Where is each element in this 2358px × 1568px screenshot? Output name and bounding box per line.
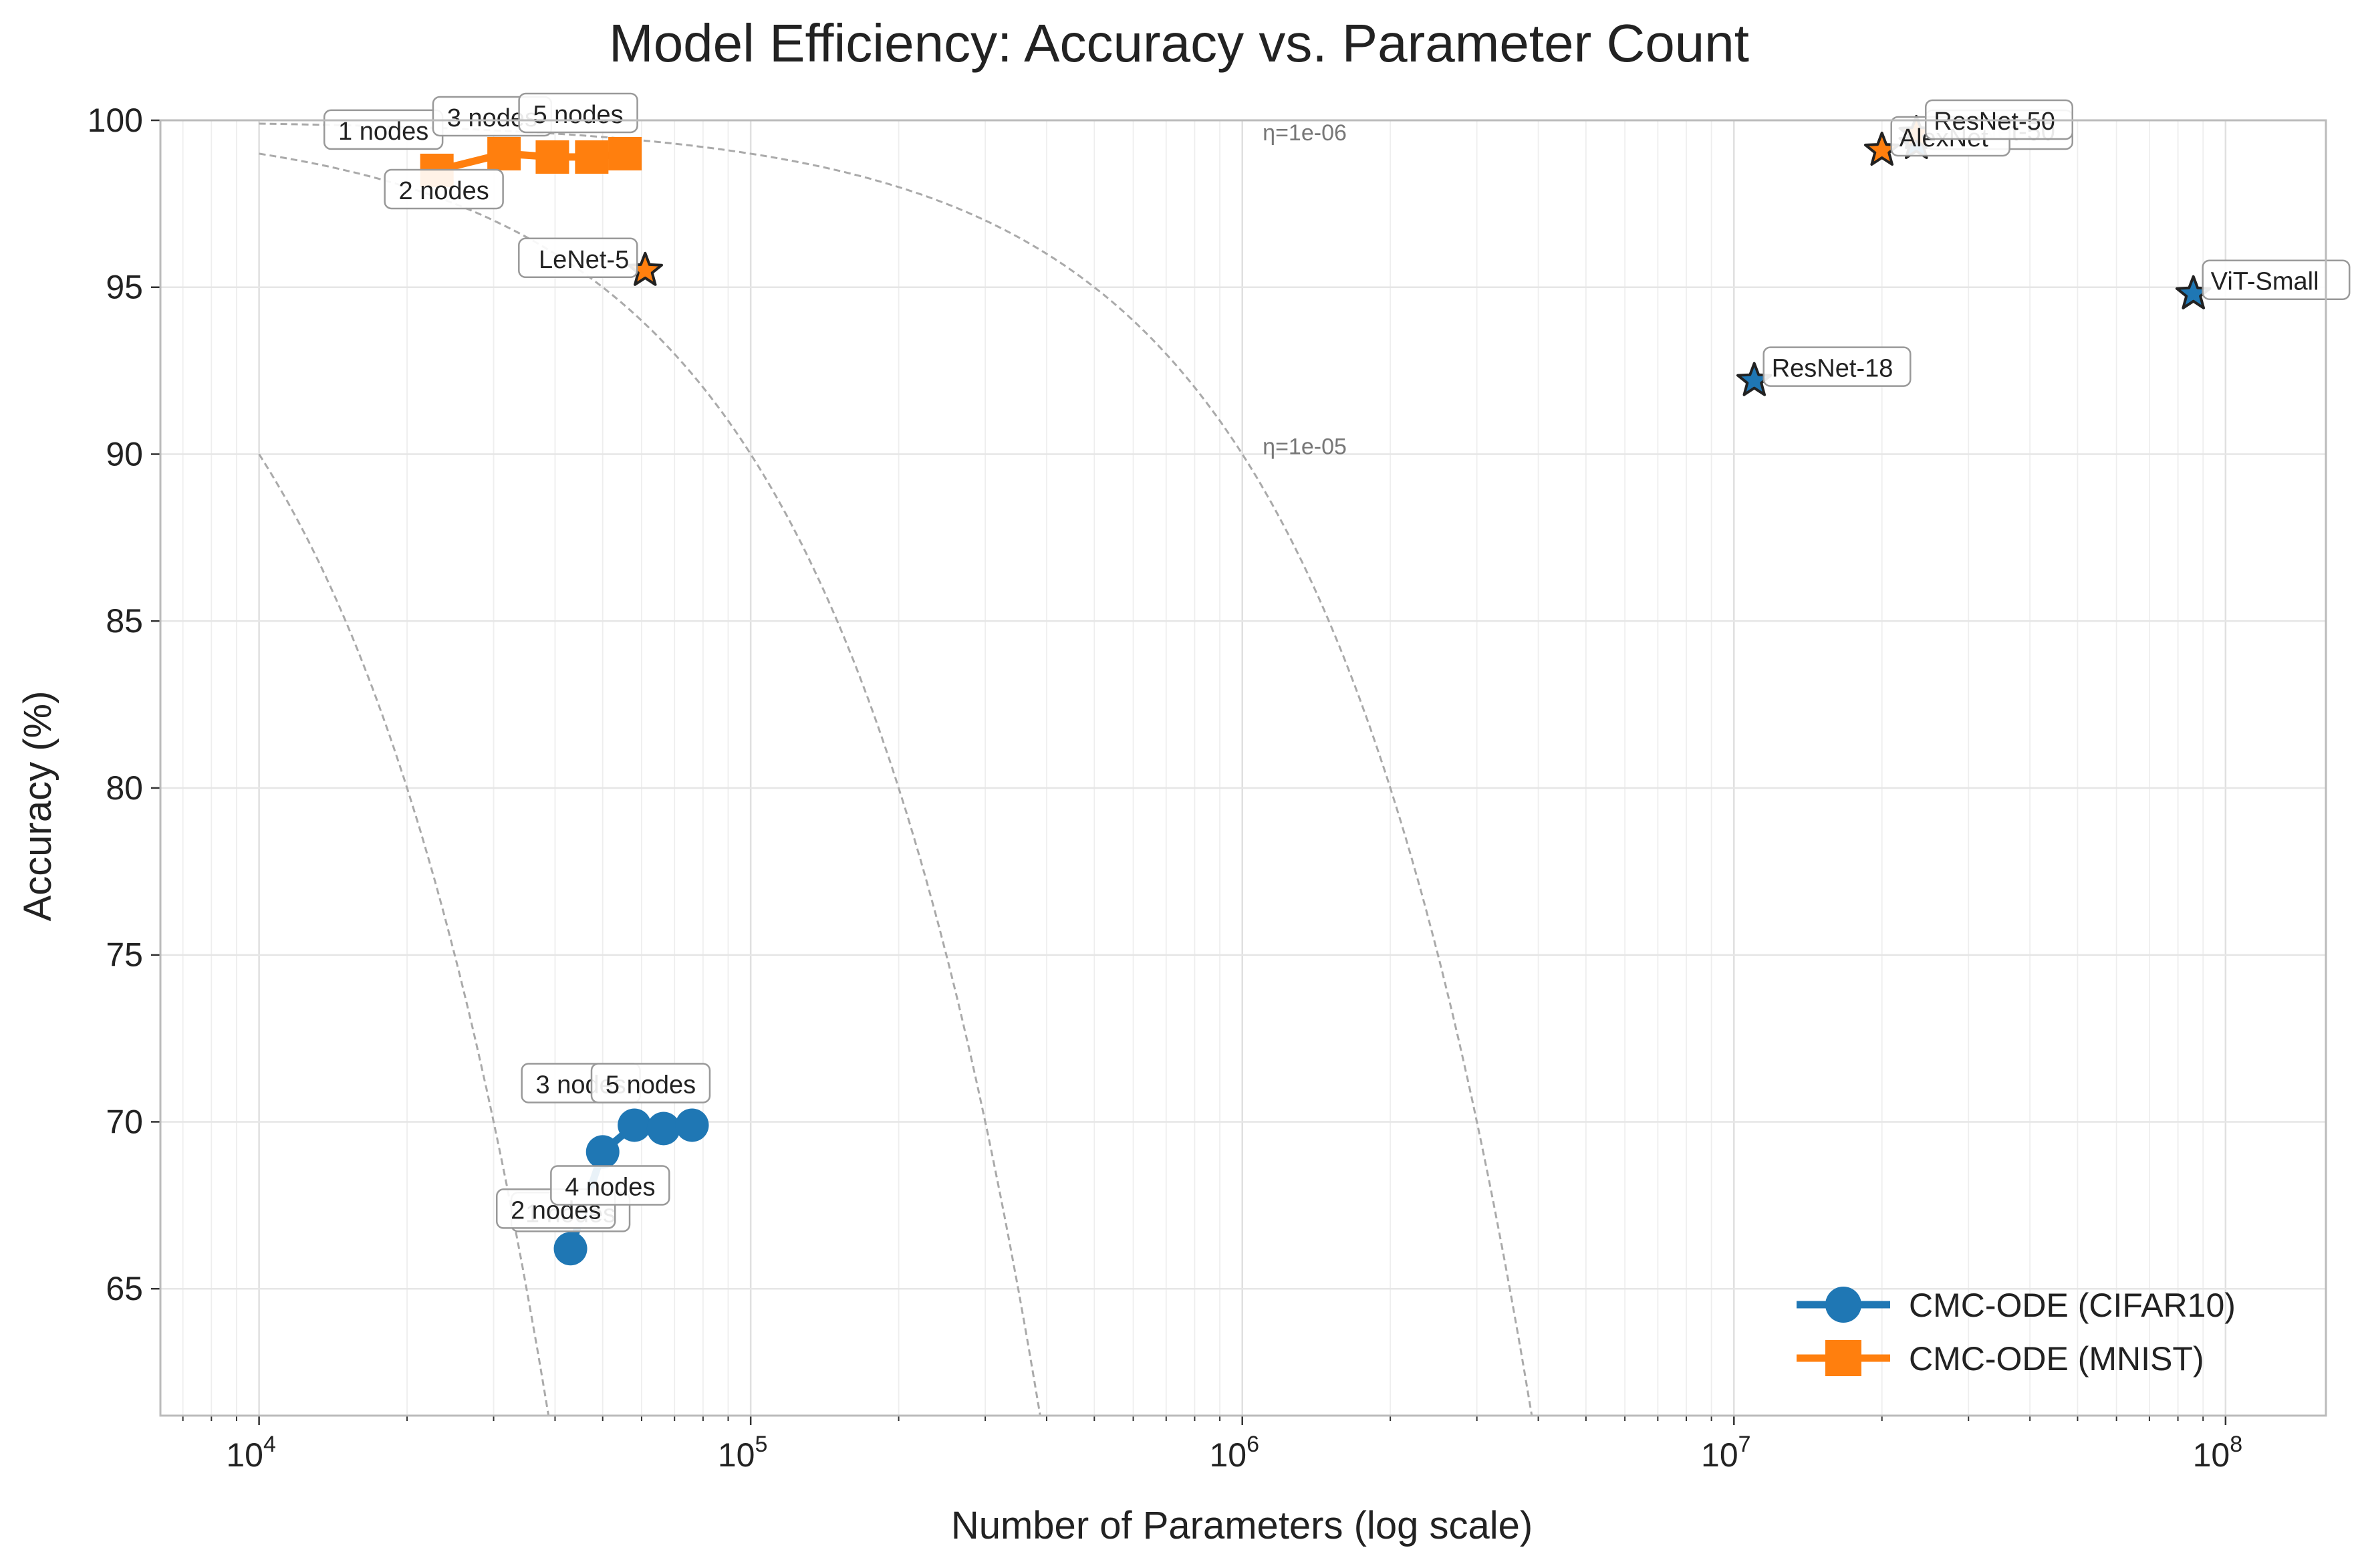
baseline-label: LeNet-5 xyxy=(518,237,638,279)
annotation-text: 4 nodes xyxy=(565,1173,655,1201)
data-point-square xyxy=(487,136,521,170)
annotation-text: ViT-Small xyxy=(2211,268,2319,296)
legend-label: CMC-ODE (CIFAR10) xyxy=(1909,1287,2236,1324)
annotation-layer: η=1e-06 η=1e-05 LeNet-5 ResNet-18 ViT-Small R… xyxy=(323,92,2351,1232)
data-point-square xyxy=(608,136,642,170)
annotation-box xyxy=(590,1063,711,1103)
x-tick-label: 108 xyxy=(2193,1432,2243,1474)
efficiency-curve-label: η=1e-06 xyxy=(1263,120,1347,146)
y-tick-label: 90 xyxy=(106,435,143,473)
x-tick-label: 106 xyxy=(1209,1432,1259,1474)
data-point-circle xyxy=(553,1232,587,1266)
x-tick-label: 105 xyxy=(718,1432,768,1474)
annotation-text: 2 nodes xyxy=(399,177,489,205)
y-tick-label: 85 xyxy=(106,602,143,640)
x-tick-label: 104 xyxy=(226,1432,276,1474)
data-point-square xyxy=(575,140,609,174)
y-tick-label: 70 xyxy=(106,1103,143,1140)
y-tick-label: 75 xyxy=(106,936,143,974)
annotation-box xyxy=(518,92,638,134)
baseline-label: ResNet-18 xyxy=(1762,346,1912,387)
annotation-text: ResNet-50 xyxy=(1934,108,2055,136)
annotation-text: ResNet-18 xyxy=(1772,355,1893,383)
chart-title: Model Efficiency: Accuracy vs. Parameter… xyxy=(609,13,1749,73)
efficiency-curve xyxy=(259,122,1533,1416)
legend: CMC-ODE (CIFAR10) CMC-ODE (MNIST) xyxy=(1797,1287,2236,1378)
annotation-box xyxy=(384,168,504,210)
x-axis-label: Number of Parameters (log scale) xyxy=(951,1504,1533,1547)
legend-marker-circle xyxy=(1825,1287,1861,1323)
axes-layer: 65 70 75 80 85 90 95 100 104 105 106 107 108 xyxy=(88,102,2327,1474)
efficiency-curve-label: η=1e-05 xyxy=(1263,434,1347,459)
annotation-text: 5 nodes xyxy=(533,101,623,129)
data-point-circle xyxy=(618,1108,652,1142)
y-tick-label: 80 xyxy=(106,769,143,807)
plot-frame xyxy=(159,119,2327,1417)
node-annotation: 1 nodes xyxy=(323,109,444,150)
y-axis-label: Accuracy (%) xyxy=(16,691,59,922)
grid-layer xyxy=(160,119,2326,1416)
y-tick-label: 95 xyxy=(106,269,143,306)
y-tick-label: 65 xyxy=(106,1270,143,1307)
node-annotation: 2 nodes xyxy=(384,168,504,210)
data-point-circle xyxy=(675,1108,709,1142)
data-point-circle xyxy=(585,1135,620,1169)
y-tick-label: 100 xyxy=(88,102,143,139)
node-annotation: 5 nodes xyxy=(590,1063,711,1103)
annotation-box xyxy=(1762,346,1912,387)
annotation-box xyxy=(550,1165,670,1206)
baseline-label: ViT-Small xyxy=(2202,259,2351,300)
annotation-text: LeNet-5 xyxy=(539,246,629,274)
x-tick-label: 107 xyxy=(1701,1432,1751,1474)
annotation-text: 5 nodes xyxy=(606,1071,696,1099)
annotation-box xyxy=(2202,259,2351,300)
data-point-square xyxy=(535,140,569,174)
legend-label: CMC-ODE (MNIST) xyxy=(1909,1340,2204,1378)
annotation-text: 1 nodes xyxy=(338,118,428,146)
data-point-circle xyxy=(646,1112,680,1146)
legend-marker-square xyxy=(1825,1340,1861,1376)
annotation-box xyxy=(518,237,638,279)
node-annotation: 4 nodes xyxy=(550,1165,670,1206)
node-annotation: 5 nodes xyxy=(518,92,638,134)
